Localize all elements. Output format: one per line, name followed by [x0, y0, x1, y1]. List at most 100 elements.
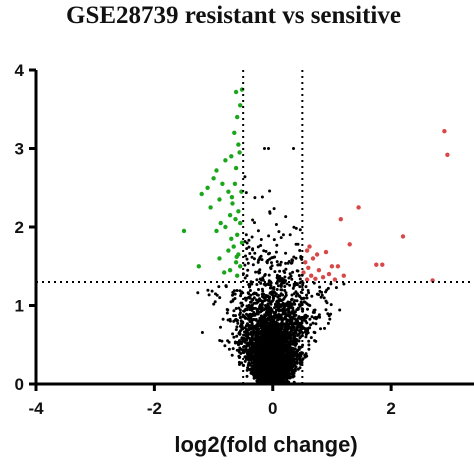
ns-point — [325, 288, 329, 292]
ns-point — [275, 260, 279, 264]
ns-point — [283, 315, 287, 319]
ns-point — [244, 191, 248, 195]
ns-point — [319, 327, 322, 331]
ns-point — [278, 313, 281, 317]
ns-point — [272, 352, 276, 356]
ns-point — [297, 274, 301, 277]
ns-point — [295, 328, 299, 332]
ns-point — [292, 147, 295, 150]
ns-point — [334, 286, 338, 290]
ns-point — [290, 293, 294, 297]
ns-point — [269, 341, 273, 345]
ns-point — [245, 368, 249, 372]
ns-point — [254, 270, 258, 274]
ns-point — [259, 238, 263, 241]
ns-point — [215, 293, 219, 297]
ns-point — [291, 331, 295, 335]
ns-point — [288, 272, 292, 276]
ns-point — [255, 293, 259, 297]
ns-point — [250, 308, 254, 312]
ns-point — [275, 314, 279, 318]
ns-point — [320, 290, 324, 294]
ns-point — [307, 343, 311, 347]
ns-point — [279, 236, 283, 240]
ns-point — [235, 319, 239, 323]
ns-point — [291, 359, 295, 363]
ns-point — [324, 308, 328, 312]
ns-point — [250, 327, 254, 331]
ns-point — [292, 337, 296, 341]
ns-point — [298, 361, 302, 365]
ns-point — [286, 307, 290, 311]
ns-point — [326, 321, 330, 325]
ns-point — [267, 273, 271, 277]
ns-point — [245, 241, 249, 245]
ns-point — [270, 256, 274, 260]
ns-point — [324, 299, 328, 303]
ns-point — [293, 310, 297, 314]
ns-point — [237, 360, 241, 364]
ns-point — [289, 350, 293, 354]
ns-point — [237, 342, 241, 346]
ns-point — [279, 292, 283, 296]
ns-point — [285, 348, 288, 352]
ns-point — [232, 309, 236, 313]
ns-point — [287, 310, 291, 314]
ns-point — [264, 311, 268, 314]
ns-point — [200, 331, 204, 334]
ns-point — [283, 375, 287, 379]
ns-point — [296, 242, 300, 246]
ns-point — [277, 375, 281, 378]
ns-point — [231, 347, 235, 351]
ns-point — [263, 273, 267, 276]
ns-point — [250, 333, 254, 337]
ns-point — [248, 252, 252, 255]
ns-point — [267, 304, 270, 308]
ns-point — [268, 211, 272, 215]
ns-point — [238, 289, 242, 293]
ns-point — [235, 325, 239, 329]
ns-point — [258, 306, 262, 310]
ns-point — [256, 332, 260, 336]
ns-point — [238, 355, 242, 359]
ns-point — [269, 284, 273, 287]
ns-point — [254, 318, 258, 322]
ns-point — [251, 318, 255, 321]
ns-point — [245, 349, 249, 353]
ns-point — [295, 350, 299, 353]
ns-point — [275, 288, 279, 291]
ns-point — [266, 354, 269, 358]
ns-point — [302, 300, 306, 304]
ns-point — [294, 339, 298, 343]
ns-point — [300, 319, 304, 323]
ns-point — [277, 230, 281, 234]
ns-point — [253, 251, 257, 255]
ns-point — [256, 245, 260, 249]
ns-point — [250, 235, 254, 239]
ns-point — [308, 317, 312, 321]
ns-point — [284, 267, 288, 271]
ns-point — [313, 308, 317, 312]
ns-point — [292, 374, 296, 378]
ns-point — [278, 279, 282, 283]
ns-point — [259, 314, 263, 318]
ns-point — [221, 317, 225, 321]
ns-point — [258, 268, 262, 272]
ns-point — [265, 331, 269, 335]
ns-point — [247, 328, 251, 332]
ns-point — [213, 300, 217, 304]
ns-point — [280, 375, 284, 379]
ns-point — [258, 271, 262, 275]
ns-point — [252, 296, 256, 300]
ns-point — [248, 340, 252, 344]
ns-point — [294, 294, 298, 298]
ns-point — [268, 322, 272, 326]
ns-point — [232, 335, 236, 339]
ns-point — [256, 310, 260, 314]
ns-point — [262, 339, 266, 343]
ns-point — [250, 282, 254, 286]
ns-point — [274, 345, 278, 349]
ns-point — [273, 313, 277, 317]
ns-point — [296, 269, 300, 273]
ns-point — [233, 292, 236, 296]
